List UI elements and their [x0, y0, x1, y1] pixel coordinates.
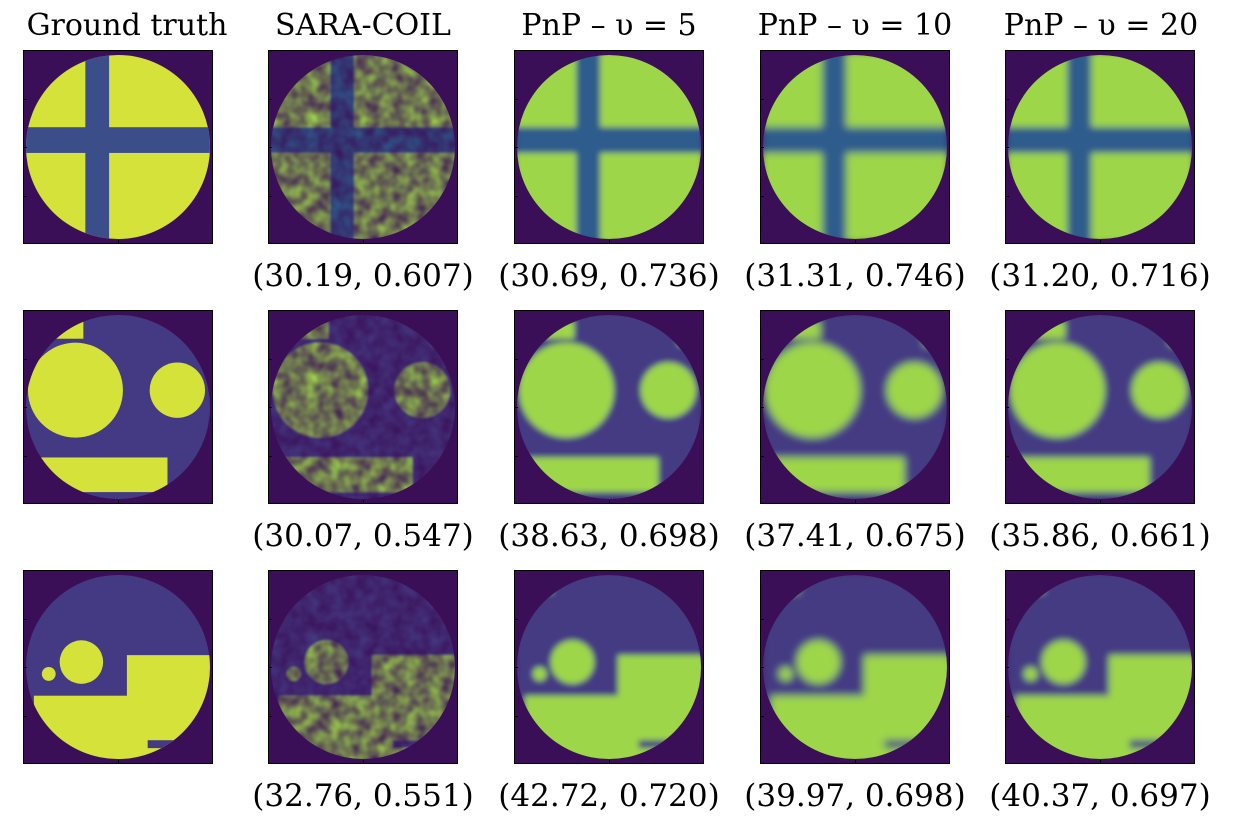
axis-tick: [514, 98, 518, 100]
axis-tick: [855, 240, 856, 244]
image-panel-pnp-20: [1005, 570, 1195, 764]
axis-tick: [1100, 240, 1101, 244]
axis-tick: [1005, 618, 1009, 620]
axis-tick: [609, 760, 610, 764]
image-panel-pnp-10: [760, 310, 950, 504]
axis-tick: [760, 98, 764, 100]
axis-tick: [23, 715, 27, 717]
image-panel-pnp-10: [760, 570, 950, 764]
axis-tick: [268, 195, 272, 197]
axis-tick: [855, 760, 856, 764]
axis-tick: [1005, 407, 1009, 408]
axis-tick: [760, 618, 764, 620]
image-panel-pnp-5: [514, 310, 704, 504]
axis-tick: [514, 407, 518, 408]
axis-tick: [268, 407, 272, 408]
axis-tick: [760, 715, 764, 717]
metric-caption: (37.41, 0.675): [744, 518, 966, 554]
axis-tick: [363, 760, 364, 764]
axis-tick: [514, 455, 518, 457]
axis-tick: [855, 500, 856, 504]
image-panel-pnp-20: [1005, 50, 1195, 244]
axis-tick: [514, 195, 518, 197]
axis-tick: [609, 500, 610, 504]
image-panel-pnp-5: [514, 570, 704, 764]
image-panel-pnp-5: [514, 50, 704, 244]
axis-tick: [514, 667, 518, 668]
metric-caption: (42.72, 0.720): [498, 778, 720, 814]
axis-tick: [118, 240, 119, 244]
image-panel-sara-coil: [268, 50, 458, 244]
column-title-ground-truth: Ground truth: [26, 8, 228, 43]
axis-tick: [23, 147, 27, 148]
axis-tick: [23, 618, 27, 620]
axis-tick: [268, 618, 272, 620]
image-panel-sara-coil: [268, 570, 458, 764]
axis-tick: [1005, 667, 1009, 668]
metric-caption: (35.86, 0.661): [989, 518, 1211, 554]
metric-caption: (40.37, 0.697): [989, 778, 1211, 814]
metric-caption: (38.63, 0.698): [498, 518, 720, 554]
image-panel-ground-truth: [23, 310, 213, 504]
image-panel-ground-truth: [23, 570, 213, 764]
axis-tick: [609, 240, 610, 244]
axis-tick: [268, 358, 272, 360]
axis-tick: [363, 240, 364, 244]
axis-tick: [760, 195, 764, 197]
axis-tick: [23, 195, 27, 197]
image-panel-ground-truth: [23, 50, 213, 244]
column-title-pnp-5: PnP – υ = 5: [521, 8, 697, 43]
axis-tick: [363, 500, 364, 504]
axis-tick: [1005, 358, 1009, 360]
axis-tick: [1100, 500, 1101, 504]
axis-tick: [514, 618, 518, 620]
image-panel-pnp-10: [760, 50, 950, 244]
metric-caption: (39.97, 0.698): [744, 778, 966, 814]
axis-tick: [514, 715, 518, 717]
axis-tick: [23, 667, 27, 668]
image-panel-pnp-20: [1005, 310, 1195, 504]
axis-tick: [23, 455, 27, 457]
axis-tick: [1005, 455, 1009, 457]
axis-tick: [268, 715, 272, 717]
axis-tick: [760, 667, 764, 668]
axis-tick: [23, 358, 27, 360]
axis-tick: [268, 455, 272, 457]
metric-caption: (31.20, 0.716): [989, 258, 1211, 294]
axis-tick: [268, 147, 272, 148]
axis-tick: [1005, 147, 1009, 148]
axis-tick: [514, 147, 518, 148]
axis-tick: [514, 358, 518, 360]
axis-tick: [1005, 195, 1009, 197]
axis-tick: [268, 98, 272, 100]
axis-tick: [1005, 715, 1009, 717]
axis-tick: [760, 147, 764, 148]
axis-tick: [23, 98, 27, 100]
metric-caption: (31.31, 0.746): [744, 258, 966, 294]
column-title-pnp-20: PnP – υ = 20: [1003, 8, 1199, 43]
metric-caption: (30.07, 0.547): [252, 518, 474, 554]
axis-tick: [118, 500, 119, 504]
metric-caption: (30.19, 0.607): [252, 258, 474, 294]
axis-tick: [268, 667, 272, 668]
axis-tick: [760, 407, 764, 408]
column-title-sara-coil: SARA-COIL: [275, 8, 451, 43]
column-title-pnp-10: PnP – υ = 10: [757, 8, 953, 43]
axis-tick: [760, 455, 764, 457]
axis-tick: [1100, 760, 1101, 764]
metric-caption: (32.76, 0.551): [252, 778, 474, 814]
axis-tick: [760, 358, 764, 360]
axis-tick: [1005, 98, 1009, 100]
axis-tick: [118, 760, 119, 764]
metric-caption: (30.69, 0.736): [498, 258, 720, 294]
axis-tick: [23, 407, 27, 408]
image-panel-sara-coil: [268, 310, 458, 504]
